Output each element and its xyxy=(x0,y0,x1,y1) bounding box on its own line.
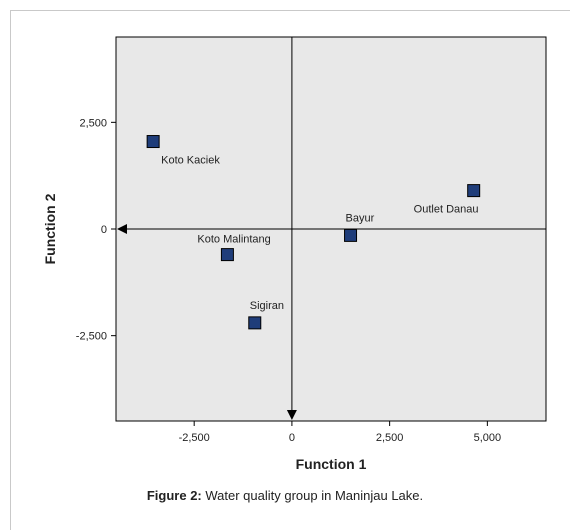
data-point-label: Koto Malintang xyxy=(197,234,270,246)
scatter-chart: -2,500 0 2,500 5,000 2,500 0 -2,500 Koto Kacie… xyxy=(42,36,547,472)
x-tick-label: 2,500 xyxy=(376,432,404,444)
caption-text: Water quality group in Maninjau Lake. xyxy=(201,488,424,503)
axes-layer xyxy=(117,37,546,420)
y-tick-label: -2,500 xyxy=(76,331,107,343)
data-point-marker xyxy=(220,248,234,262)
data-point-marker xyxy=(467,184,481,198)
x-tick-label: 0 xyxy=(289,432,295,444)
ticks-layer: -2,500 0 2,500 5,000 2,500 0 -2,500 xyxy=(76,117,501,444)
down-arrow-icon xyxy=(286,410,297,420)
data-point-marker xyxy=(146,135,160,149)
y-axis-label: Function 2 xyxy=(42,193,58,264)
data-point-label: Outlet Danau xyxy=(414,204,479,216)
data-point-marker xyxy=(248,316,262,330)
x-axis-label: Function 1 xyxy=(296,456,367,472)
data-point-marker xyxy=(344,228,358,242)
figure-caption: Figure 2: Water quality group in Maninja… xyxy=(0,488,570,503)
x-tick-label: -2,500 xyxy=(179,432,210,444)
left-arrow-icon xyxy=(117,224,127,234)
points-layer: Koto Kaciek Outlet Danau Bayur Koto Malinta… xyxy=(146,135,481,330)
y-tick-label: 2,500 xyxy=(79,117,107,129)
caption-label: Figure 2: xyxy=(146,488,202,503)
y-tick-label: 0 xyxy=(101,224,107,236)
data-point-label: Bayur xyxy=(346,212,375,224)
data-point-label: Koto Kaciek xyxy=(161,155,220,167)
x-tick-label: 5,000 xyxy=(474,432,502,444)
figure-frame xyxy=(10,10,570,530)
data-point-label: Sigiran xyxy=(250,300,284,312)
